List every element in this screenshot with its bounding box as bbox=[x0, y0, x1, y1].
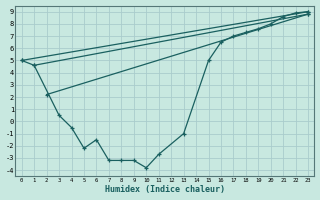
X-axis label: Humidex (Indice chaleur): Humidex (Indice chaleur) bbox=[105, 185, 225, 194]
